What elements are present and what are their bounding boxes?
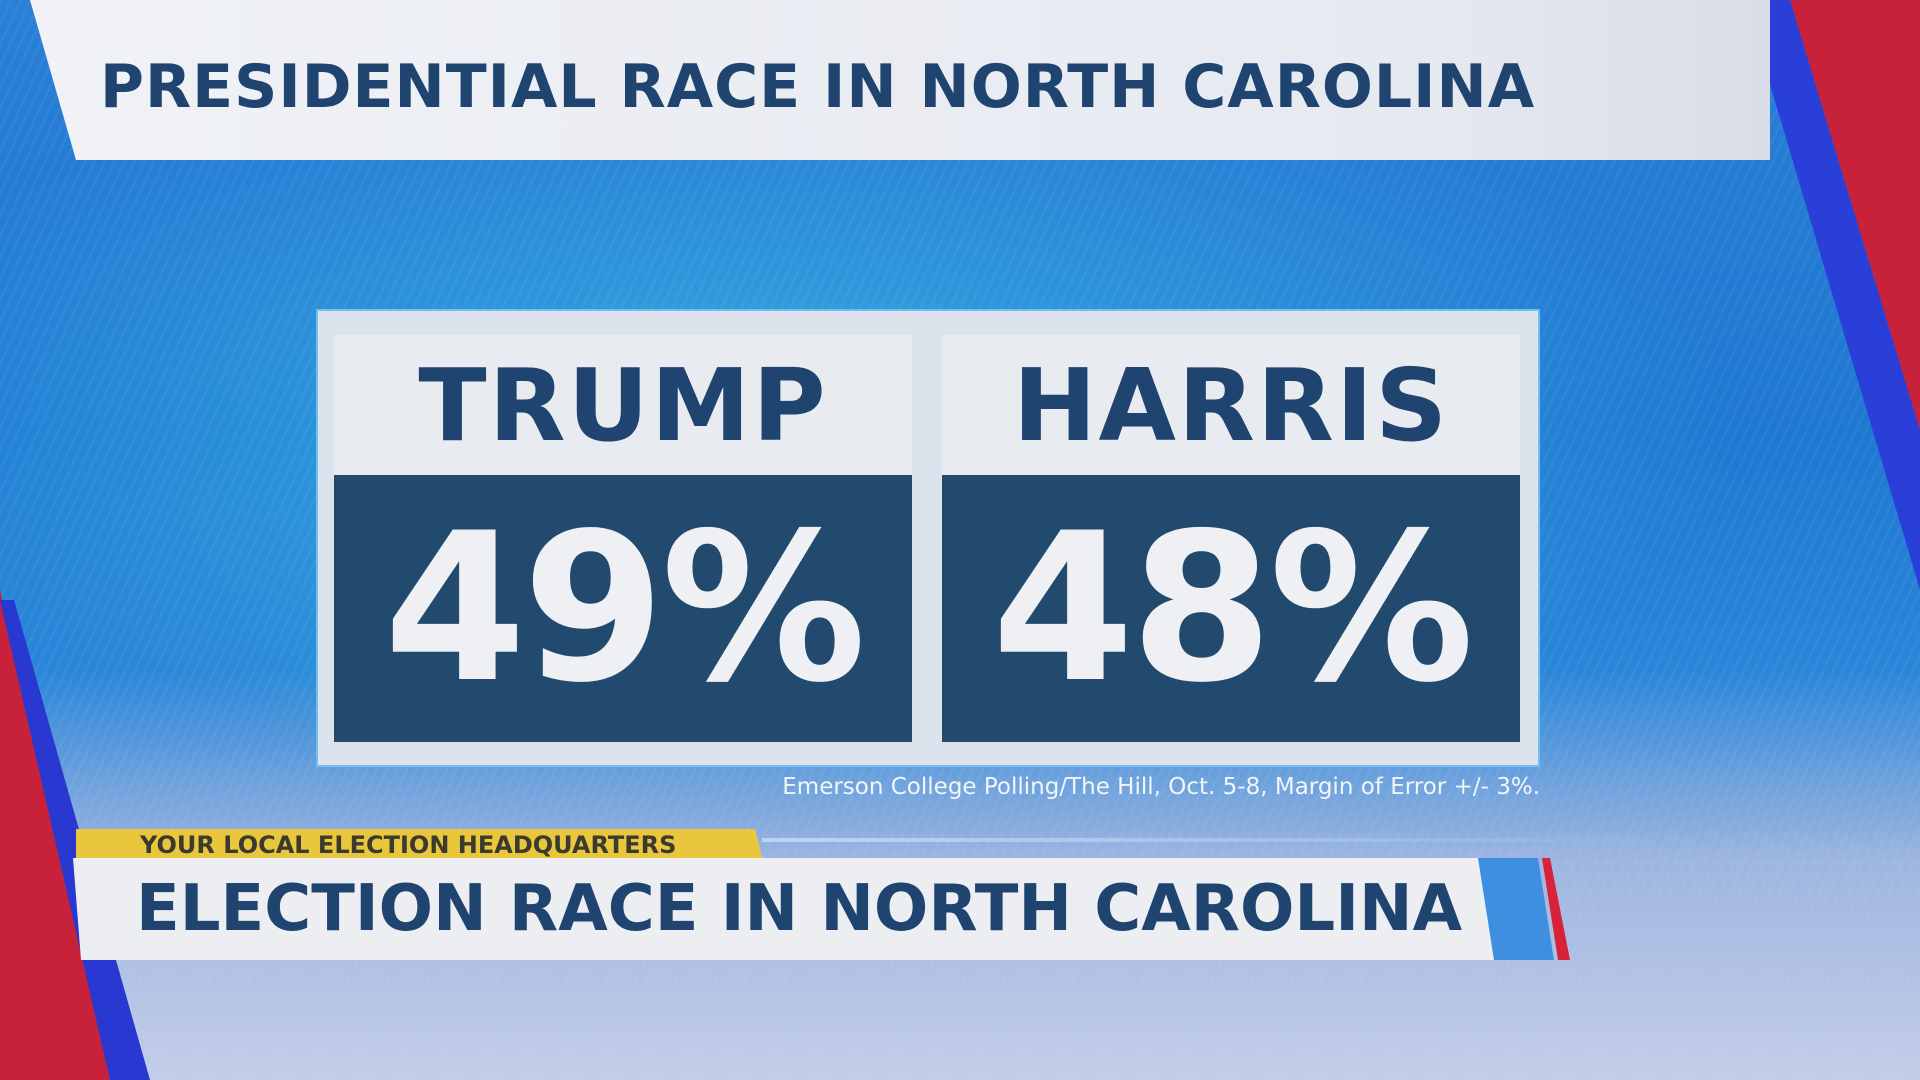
title-bar xyxy=(30,0,1770,160)
poll-results-panel: TRUMP 49% HARRIS 48% xyxy=(316,309,1540,767)
candidate-name: HARRIS xyxy=(942,335,1520,475)
left-blue-band xyxy=(0,600,150,1080)
candidate-percentage: 49% xyxy=(334,475,912,742)
right-blue-stripe xyxy=(1745,0,1920,590)
tag-text: YOUR LOCAL ELECTION HEADQUARTERS xyxy=(140,831,677,859)
candidate-card-harris: HARRIS 48% xyxy=(942,335,1520,743)
lower-third-tag: YOUR LOCAL ELECTION HEADQUARTERS xyxy=(76,829,762,858)
right-red-stripe xyxy=(1790,0,1920,430)
lower-third xyxy=(73,858,1513,960)
page-title: PRESIDENTIAL RACE IN NORTH CAROLINA xyxy=(100,52,1536,122)
candidate-name: TRUMP xyxy=(334,335,912,475)
poll-source: Emerson College Polling/The Hill, Oct. 5… xyxy=(782,774,1540,800)
divider xyxy=(762,838,1662,842)
lower-third-headline: ELECTION RACE IN NORTH CAROLINA xyxy=(136,872,1463,946)
candidate-percentage: 48% xyxy=(942,475,1520,742)
lower-third-accent xyxy=(1478,858,1570,960)
candidate-card-trump: TRUMP 49% xyxy=(334,335,912,743)
